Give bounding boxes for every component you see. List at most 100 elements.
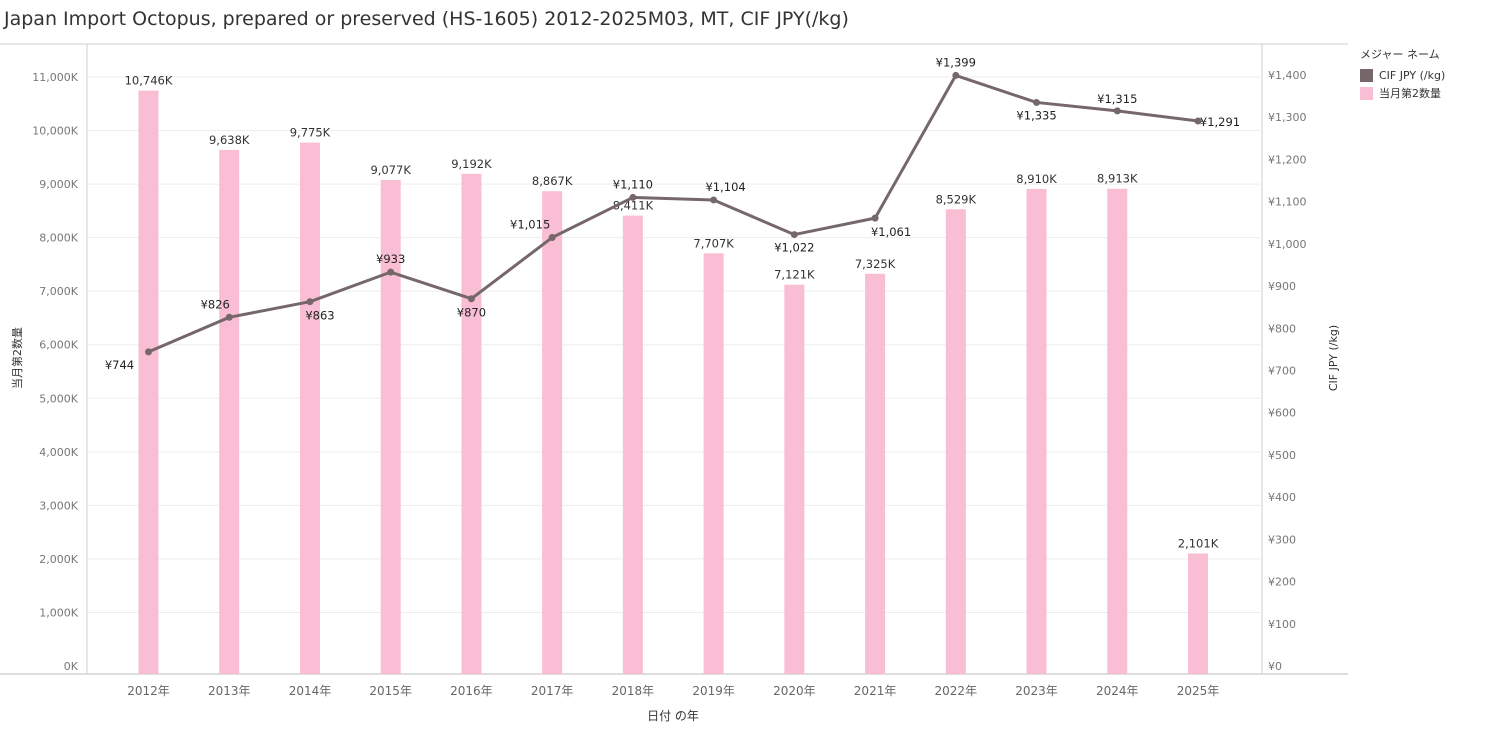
bar-data-label: 8,913K [1097,172,1138,186]
bar [703,253,724,674]
y-right-tick-label: ¥400 [1268,491,1296,504]
y-right-tick-label: ¥500 [1268,449,1296,462]
line-data-label: ¥744 [105,358,134,372]
bar-data-label: 9,775K [290,126,331,140]
line-data-label: ¥1,061 [871,225,911,239]
combo-chart: 0K 1,000K 2,000K 3,000K 4,000K 5,000K 6,000K 7,… [0,43,1348,723]
legend: メジャー ネーム CIF JPY (/kg) 当月第2数量 [1360,46,1445,102]
y-left-tick-label: 11,000K [32,71,78,84]
bar [1026,188,1047,674]
y-left-axis-title: 当月第2数量 [10,327,24,389]
bar [542,191,563,674]
bar-data-label: 8,867K [532,174,573,188]
y-left-tick-label: 7,000K [39,285,78,298]
bar-data-label: 9,638K [209,133,250,147]
line-data-label: ¥870 [457,306,486,320]
y-left-tick-label: 10,000K [32,125,78,138]
y-right-tick-label: ¥0 [1268,660,1282,673]
legend-label-quantity: 当月第2数量 [1379,87,1441,100]
bar [1107,188,1128,674]
y-left-tick-label: 8,000K [39,232,78,245]
bar-data-label: 10,746K [125,74,173,88]
bar-data-label: 9,192K [451,157,492,171]
legend-label-cif: CIF JPY (/kg) [1379,68,1446,82]
legend-swatch-quantity [1360,86,1373,100]
line-point [306,298,314,306]
bar [380,179,401,675]
y-right-tick-label: ¥800 [1268,322,1296,335]
bar [945,209,966,674]
y-right-tick-label: ¥1,100 [1268,196,1307,209]
y-right-tick-label: ¥900 [1268,280,1296,293]
line-data-label: ¥1,291 [1200,115,1240,129]
bar [622,215,643,674]
x-tick-label: 2025年 [1177,684,1220,698]
line-point [871,214,879,222]
bar [784,284,805,674]
y-right-axis-title: CIF JPY (/kg) [1327,325,1340,391]
x-tick-label: 2024年 [1096,684,1139,698]
line-data-label: ¥1,104 [705,180,745,194]
chart-title: Japan Import Octopus, prepared or preser… [4,8,849,30]
line-data-label: ¥826 [201,297,230,311]
x-tick-label: 2018年 [612,684,655,698]
line-point [387,268,395,276]
x-tick-label: 2023年 [1015,684,1058,698]
line-point [225,313,233,321]
y-left-tick-label: 2,000K [39,553,78,566]
line-point [548,234,556,242]
y-right-tick-label: ¥1,200 [1268,153,1307,166]
x-tick-label: 2015年 [369,684,412,698]
bar [219,149,240,675]
y-right-tick-label: ¥100 [1268,618,1296,631]
y-right-tick-label: ¥1,400 [1268,69,1307,82]
bar-data-label: 7,121K [774,268,815,282]
legend-item-cif[interactable]: CIF JPY (/kg) [1360,66,1445,84]
legend-item-quantity[interactable]: 当月第2数量 [1360,84,1445,102]
line-data-label: ¥1,335 [1016,108,1056,122]
x-tick-label: 2022年 [935,684,978,698]
x-tick-label: 2020年 [773,684,816,698]
line-point [710,196,718,204]
bar-data-label: 9,077K [370,163,411,177]
line-point [952,71,960,79]
y-right-tick-label: ¥200 [1268,576,1296,589]
line-data-label: ¥1,015 [510,218,550,232]
cif-line [147,73,1199,354]
y-left-tick-label: 1,000K [39,606,78,619]
x-tick-label: 2014年 [289,684,332,698]
y-right-tick-label: ¥1,000 [1268,238,1307,251]
bar [461,173,482,674]
x-tick-label: 2016年 [450,684,493,698]
x-tick-label: 2021年 [854,684,897,698]
bar-data-label: 2,101K [1178,537,1219,551]
legend-title: メジャー ネーム [1360,48,1440,61]
bar [1188,553,1208,674]
x-tick-label: 2017年 [531,684,574,698]
line-data-label: ¥1,315 [1097,92,1137,106]
y-left-tick-label: 3,000K [39,499,78,512]
y-right-tick-label: ¥600 [1268,407,1296,420]
bar-data-label: 7,707K [693,236,734,250]
y-left-tick-label: 9,000K [39,178,78,191]
legend-swatch-cif [1360,68,1373,82]
x-tick-label: 2013年 [208,684,251,698]
line-data-label: ¥1,022 [774,241,814,255]
line-data-label: ¥1,399 [936,55,976,69]
x-axis-title: 日付 の年 [647,709,699,723]
y-left-tick-label: 0K [64,660,79,673]
line-point [145,348,152,356]
y-right-tick-label: ¥300 [1268,533,1296,546]
x-tick-label: 2012年 [127,684,170,698]
line-point [1033,98,1041,106]
y-left-tick-label: 6,000K [39,339,78,352]
bar [865,273,886,674]
line-data-label: ¥933 [376,252,405,266]
line-point [629,193,637,201]
line-data-label: ¥1,110 [613,177,653,191]
bar-data-label: 8,529K [936,192,977,206]
bar-data-label: 8,910K [1016,172,1057,186]
line-point [1194,117,1202,125]
line-point [790,231,798,239]
line-data-label: ¥863 [305,309,334,323]
